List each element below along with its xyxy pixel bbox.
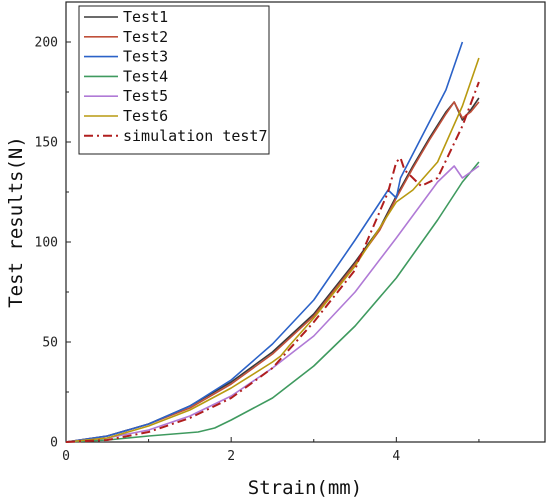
legend-label: Test2 [123, 28, 168, 46]
legend-label: Test3 [123, 48, 168, 66]
y-tick-label: 100 [35, 236, 58, 251]
legend-label: Test4 [123, 67, 168, 85]
legend-box [78, 5, 270, 155]
series-line-5 [65, 165, 480, 443]
series-line-3 [65, 41, 464, 443]
series-layer [65, 41, 480, 443]
legend-label: Test5 [123, 87, 168, 105]
legend-label: Test1 [123, 8, 168, 26]
y-axis-ticks: 0 50 100 150 200 [35, 36, 71, 451]
series-line-7 [65, 81, 480, 443]
y-axis-title: Test results(N) [5, 136, 27, 308]
x-tick-label: 2 [227, 449, 235, 464]
y-tick-label: 50 [42, 336, 58, 351]
y-tick-label: 0 [50, 436, 58, 451]
series-line-2 [65, 101, 480, 443]
legend-label: simulation test7 [123, 127, 268, 145]
plot-frame [65, 1, 546, 443]
x-axis-title: Strain(mm) [248, 477, 362, 499]
y-tick-label: 200 [35, 36, 58, 51]
x-tick-label: 0 [62, 449, 70, 464]
x-tick-label: 4 [392, 449, 400, 464]
x-axis-ticks: 0 2 4 [62, 437, 480, 464]
y-tick-label: 150 [35, 136, 58, 151]
series-line-4 [65, 161, 480, 443]
series-line-6 [65, 57, 480, 443]
legend-label: Test6 [123, 107, 168, 125]
